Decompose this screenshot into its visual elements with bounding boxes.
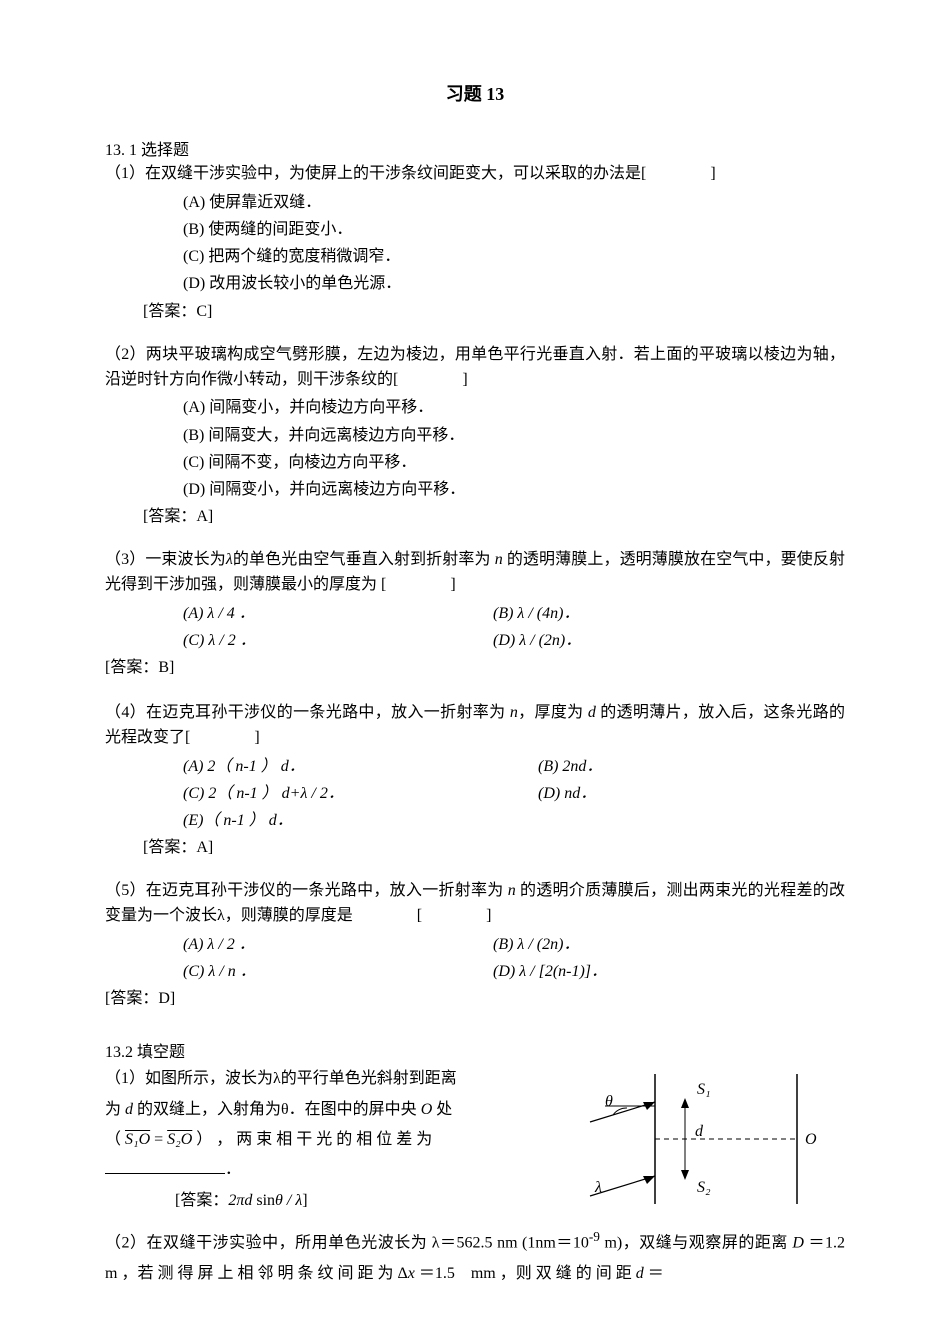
q3-option-d: (D) λ / (2n)． xyxy=(493,627,581,654)
q2-option-d: (D) 间隔变小，并向远离棱边方向平移． xyxy=(183,476,845,503)
q2-stem: （2）两块平玻璃构成空气劈形膜，左边为棱边，用单色平行光垂直入射．若上面的平玻璃… xyxy=(105,343,845,393)
q3-stem: （3）一束波长为λ的单色光由空气垂直入射到折射率为 n 的透明薄膜上，透明薄膜放… xyxy=(105,548,845,598)
q2-option-b: (B) 间隔变大，并向远离棱边方向平移． xyxy=(183,422,845,449)
q61-answer: [答案：2πd sinθ / λ] xyxy=(175,1186,535,1216)
q4-option-d: (D) nd． xyxy=(538,780,596,807)
q3-option-b: (B) λ / (4n)． xyxy=(493,600,579,627)
q3-option-a: (A) λ / 4 ． xyxy=(183,600,373,627)
q4-option-c: (C) 2（ n-1 ） d+λ / 2． xyxy=(183,780,418,807)
q61-line2: 为 d 的双缝上，入射角为θ．在图中的屏中央 O 处 xyxy=(105,1095,535,1125)
diagram-theta-label: θ xyxy=(605,1093,613,1110)
q4-option-e: (E)（ n-1 ） d． xyxy=(183,807,845,834)
q4-stem-part1: （4）在迈克耳孙干涉仪的一条光路中，放入一折射率为 xyxy=(105,704,510,721)
q61-line3: （ S₁O = S₂O ） ， 两 束 相 干 光 的 相 位 差 为 xyxy=(105,1125,535,1155)
q4-stem: （4）在迈克耳孙干涉仪的一条光路中，放入一折射率为 n，厚度为 d 的透明薄片，… xyxy=(105,701,845,751)
q3-stem-part1: （3）一束波长为 xyxy=(105,551,226,568)
q5-option-d: (D) λ / [2(n-1)]． xyxy=(493,958,607,985)
q61-line4: ． xyxy=(105,1155,535,1185)
page-title: 习题 13 xyxy=(105,80,845,106)
diagram-lambda-label: λ xyxy=(594,1179,602,1196)
section1-heading: 13. 1 选择题 xyxy=(105,136,845,160)
diagram-s1-label: S₁ xyxy=(697,1081,711,1098)
q5-stem: （5）在迈克耳孙干涉仪的一条光路中，放入一折射率为 n 的透明介质薄膜后，测出两… xyxy=(105,879,845,929)
q2-option-a: (A) 间隔变小，并向棱边方向平移． xyxy=(183,394,845,421)
q2-answer: [答案：A] xyxy=(143,503,845,530)
section2-heading: 13.2 填空题 xyxy=(105,1038,845,1062)
q4-option-a: (A) 2（ n-1 ） d． xyxy=(183,753,418,780)
q1-option-a: (A) 使屏靠近双缝． xyxy=(183,189,845,216)
q4-answer: [答案：A] xyxy=(143,834,845,861)
q2-option-c: (C) 间隔不变，向棱边方向平移． xyxy=(183,449,845,476)
q5-option-b: (B) λ / (2n)． xyxy=(493,931,579,958)
q3-answer: [答案：B] xyxy=(105,656,845,681)
diagram-s2-label: S₂ xyxy=(697,1179,711,1196)
q61-diagram: S₁ S₂ O d θ λ xyxy=(535,1064,845,1214)
q13-2-1-text: （1）如图所示，波长为λ的平行单色光斜射到距离 为 d 的双缝上，入射角为θ．在… xyxy=(105,1064,535,1216)
diagram-d-label: d xyxy=(695,1123,704,1140)
q4-option-b: (B) 2nd． xyxy=(538,753,602,780)
diagram-o-label: O xyxy=(805,1131,817,1148)
q5-answer: [答案：D] xyxy=(105,987,845,1012)
q61-line1: （1）如图所示，波长为λ的平行单色光斜射到距离 xyxy=(105,1064,535,1094)
q5-option-c: (C) λ / n ． xyxy=(183,958,373,985)
q62-stem: （2）在双缝干涉实验中，所用单色光波长为 λ＝562.5 nm (1nm＝10-… xyxy=(105,1224,845,1289)
q1-option-d: (D) 改用波长较小的单色光源． xyxy=(183,270,845,297)
q5-stem-part1: （5）在迈克耳孙干涉仪的一条光路中，放入一折射率为 xyxy=(105,882,508,899)
q1-answer: [答案：C] xyxy=(143,298,845,325)
q1-option-b: (B) 使两缝的间距变小． xyxy=(183,216,845,243)
q4-stem-part2: ，厚度为 xyxy=(518,704,588,721)
q1-option-c: (C) 把两个缝的宽度稍微调窄． xyxy=(183,243,845,270)
q1-stem: （1）在双缝干涉实验中，为使屏上的干涉条纹间距变大，可以采取的办法是[ ] xyxy=(105,162,845,187)
q3-stem-part2: 的单色光由空气垂直入射到折射率为 xyxy=(233,551,495,568)
q5-option-a: (A) λ / 2 ． xyxy=(183,931,373,958)
q3-option-c: (C) λ / 2 ． xyxy=(183,627,373,654)
